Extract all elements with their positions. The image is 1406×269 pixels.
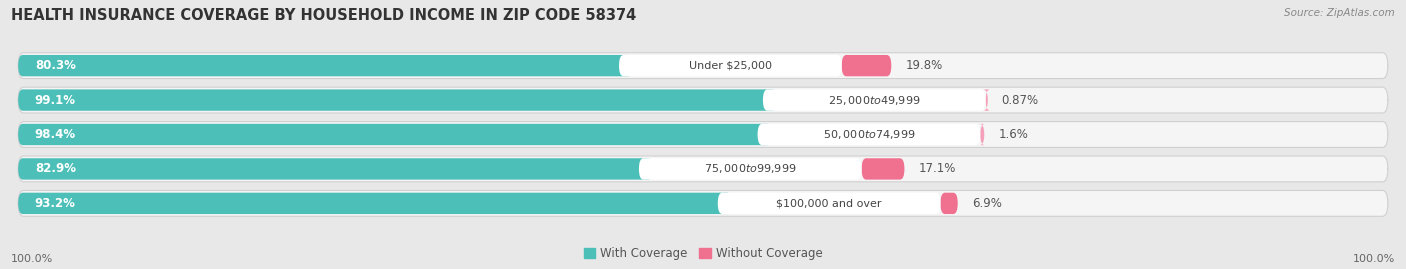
Text: 93.2%: 93.2% (35, 197, 76, 210)
Text: 6.9%: 6.9% (972, 197, 1001, 210)
FancyBboxPatch shape (619, 55, 842, 76)
Text: 1.6%: 1.6% (998, 128, 1028, 141)
FancyBboxPatch shape (758, 124, 980, 145)
Text: $75,000 to $99,999: $75,000 to $99,999 (704, 162, 797, 175)
FancyBboxPatch shape (18, 53, 1388, 79)
Legend: With Coverage, Without Coverage: With Coverage, Without Coverage (583, 247, 823, 260)
FancyBboxPatch shape (18, 193, 731, 214)
FancyBboxPatch shape (763, 89, 986, 111)
FancyBboxPatch shape (18, 122, 1388, 147)
Text: 100.0%: 100.0% (11, 254, 53, 264)
Text: 99.1%: 99.1% (35, 94, 76, 107)
Text: 19.8%: 19.8% (905, 59, 942, 72)
FancyBboxPatch shape (18, 87, 1388, 113)
Text: 17.1%: 17.1% (918, 162, 956, 175)
FancyBboxPatch shape (18, 89, 778, 111)
FancyBboxPatch shape (638, 158, 862, 180)
FancyBboxPatch shape (862, 158, 904, 180)
FancyBboxPatch shape (941, 193, 957, 214)
Text: 0.87%: 0.87% (1001, 94, 1039, 107)
Text: Source: ZipAtlas.com: Source: ZipAtlas.com (1284, 8, 1395, 18)
FancyBboxPatch shape (18, 55, 633, 76)
FancyBboxPatch shape (18, 156, 1388, 182)
FancyBboxPatch shape (717, 193, 941, 214)
FancyBboxPatch shape (842, 55, 891, 76)
Text: 82.9%: 82.9% (35, 162, 76, 175)
Text: Under $25,000: Under $25,000 (689, 61, 772, 71)
Text: 80.3%: 80.3% (35, 59, 76, 72)
Text: HEALTH INSURANCE COVERAGE BY HOUSEHOLD INCOME IN ZIP CODE 58374: HEALTH INSURANCE COVERAGE BY HOUSEHOLD I… (11, 8, 637, 23)
FancyBboxPatch shape (983, 89, 990, 111)
Text: 100.0%: 100.0% (1353, 254, 1395, 264)
Text: $100,000 and over: $100,000 and over (776, 198, 882, 208)
FancyBboxPatch shape (18, 190, 1388, 216)
Text: $25,000 to $49,999: $25,000 to $49,999 (828, 94, 921, 107)
FancyBboxPatch shape (18, 124, 772, 145)
FancyBboxPatch shape (18, 158, 652, 180)
FancyBboxPatch shape (980, 124, 984, 145)
Text: 98.4%: 98.4% (35, 128, 76, 141)
Text: $50,000 to $74,999: $50,000 to $74,999 (823, 128, 915, 141)
